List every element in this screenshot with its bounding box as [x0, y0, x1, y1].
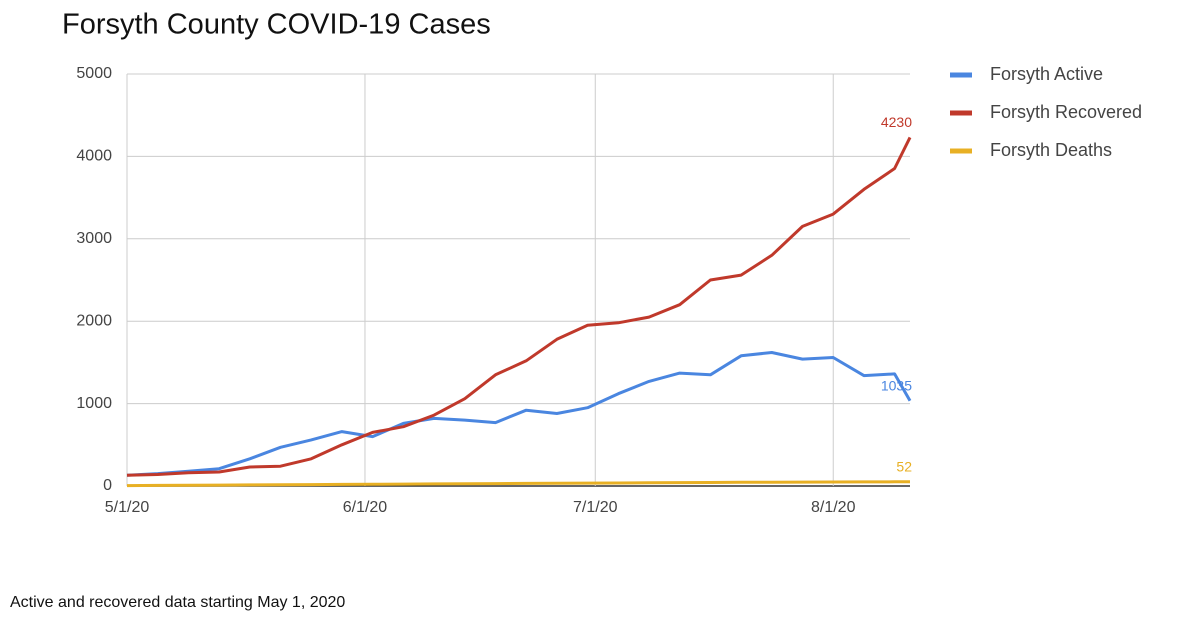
y-tick-label: 5000 [76, 65, 112, 82]
x-tick-label: 5/1/20 [105, 499, 150, 516]
series-line [126, 480, 911, 488]
data-label: 52 [896, 458, 912, 474]
x-tick-label: 7/1/20 [573, 499, 618, 516]
legend-label: Forsyth Recovered [990, 102, 1142, 122]
y-tick-label: 1000 [76, 395, 112, 412]
x-tick-label: 8/1/20 [811, 499, 856, 516]
y-tick-label: 2000 [76, 312, 112, 329]
y-tick-label: 3000 [76, 230, 112, 247]
legend-label: Forsyth Active [990, 64, 1103, 84]
legend-label: Forsyth Deaths [990, 140, 1112, 160]
y-tick-label: 0 [103, 477, 112, 494]
footnote: Active and recovered data starting May 1… [10, 594, 345, 611]
data-label: 1035 [881, 377, 912, 393]
y-tick-label: 4000 [76, 148, 112, 165]
series-line [126, 136, 912, 477]
series-line [126, 351, 912, 477]
data-label: 4230 [881, 114, 912, 130]
x-tick-label: 6/1/20 [343, 499, 388, 516]
chart-title: Forsyth County COVID-19 Cases [62, 9, 491, 41]
